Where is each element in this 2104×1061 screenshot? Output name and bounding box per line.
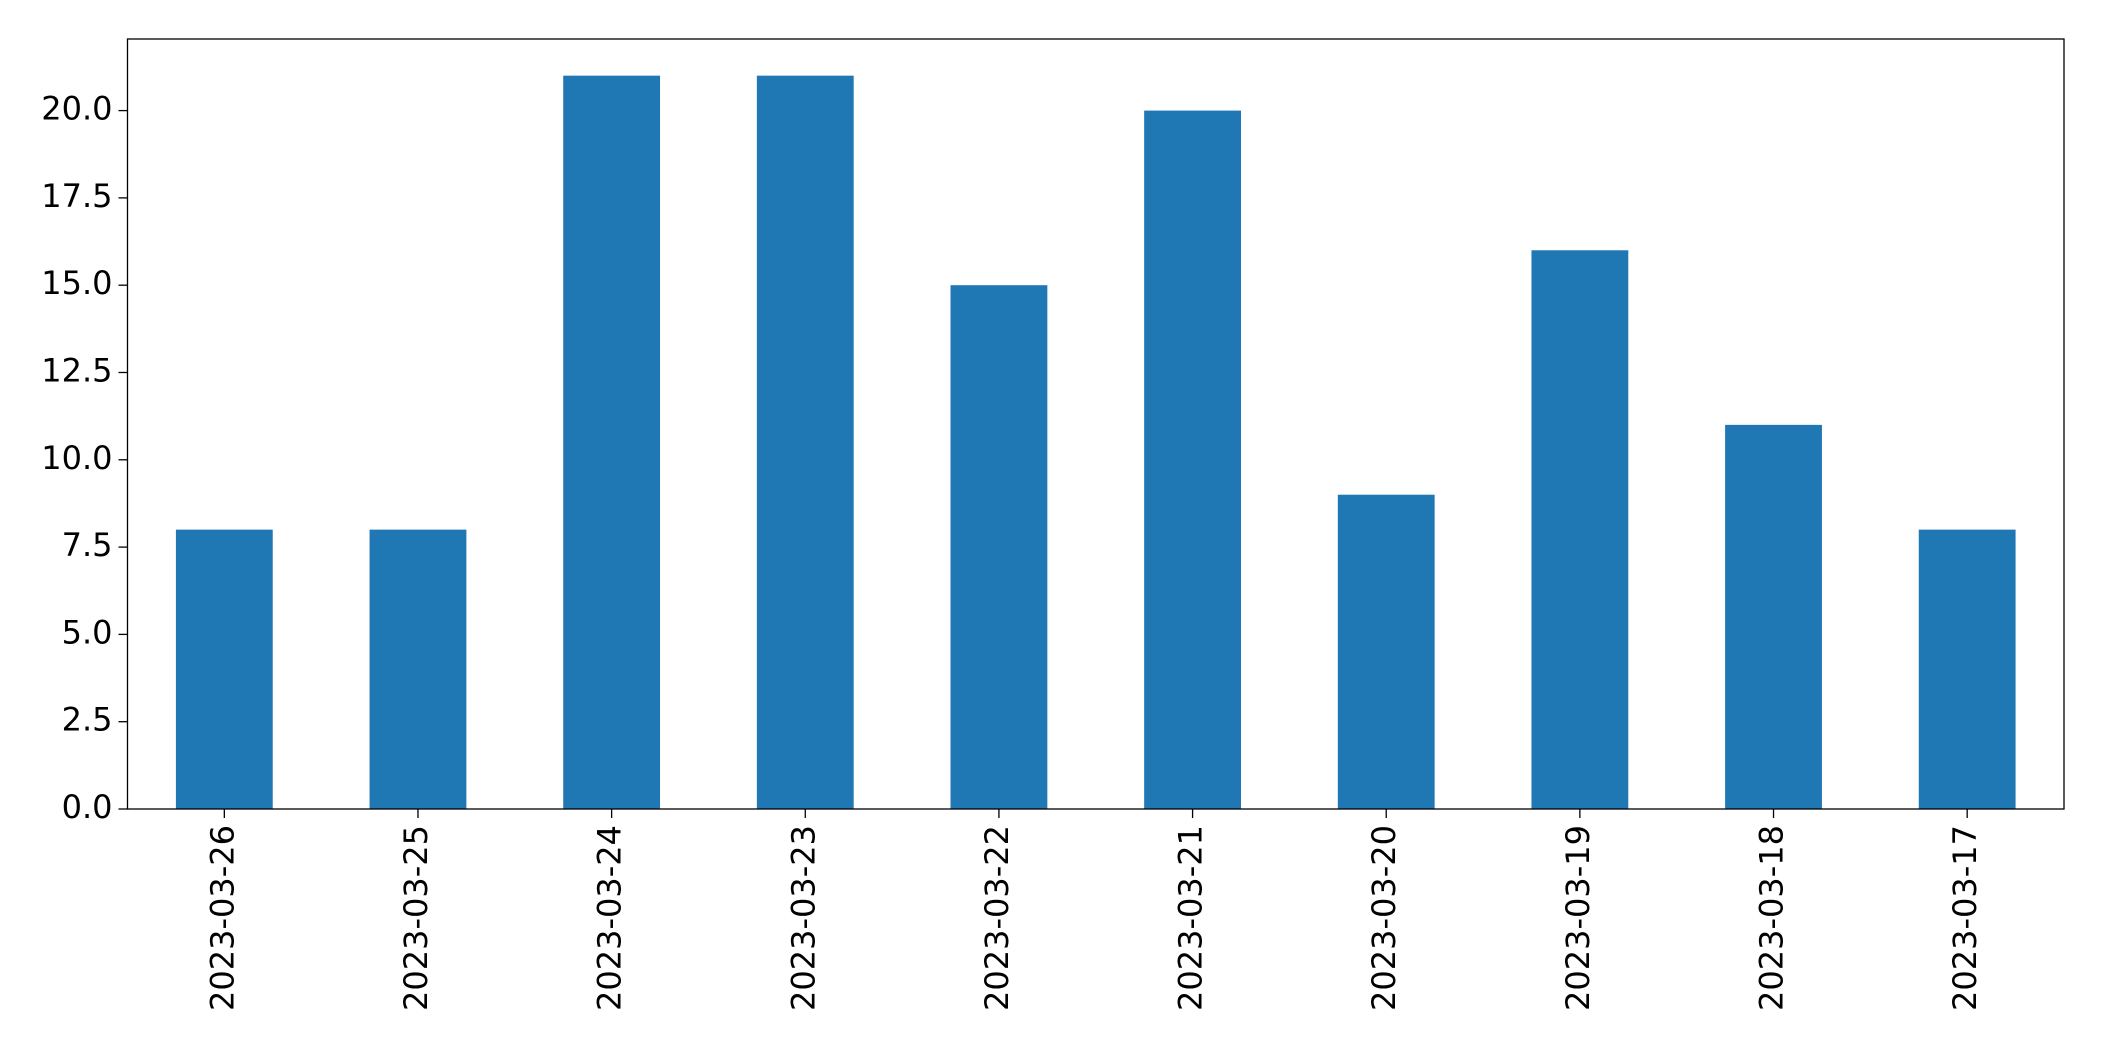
bar [1531,250,1629,809]
x-tick-label: 2023-03-22 [978,825,1016,1011]
x-tick-label: 2023-03-25 [397,825,435,1011]
y-tick-label: 12.5 [41,351,112,389]
x-tick-label: 2023-03-26 [203,825,241,1011]
bar [1144,110,1241,810]
bar [756,75,854,809]
bar [563,75,661,809]
x-tick-label: 2023-03-20 [1365,825,1403,1011]
x-tick-label: 2023-03-19 [1559,825,1597,1011]
y-tick-label: 10.0 [41,439,112,477]
y-tick-label: 5.0 [62,613,113,651]
x-tick-label: 2023-03-18 [1753,825,1791,1011]
y-tick-label: 15.0 [41,264,112,302]
y-tick-label: 2.5 [62,701,113,739]
y-tick-label: 17.5 [41,177,112,215]
bar [369,529,467,809]
x-tick-label: 2023-03-23 [784,825,822,1011]
x-tick-label: 2023-03-17 [1946,825,1984,1011]
x-tick-label: 2023-03-24 [591,825,629,1011]
bar [1725,424,1822,809]
bar [175,529,273,809]
y-tick-label: 20.0 [41,90,112,128]
bar [1918,529,2016,809]
bar [950,285,1048,809]
y-tick-label: 0.0 [62,788,113,826]
bar [1337,494,1435,809]
x-tick-label: 2023-03-21 [1172,825,1210,1011]
y-tick-label: 7.5 [62,526,113,564]
plot-frame [126,38,2065,810]
